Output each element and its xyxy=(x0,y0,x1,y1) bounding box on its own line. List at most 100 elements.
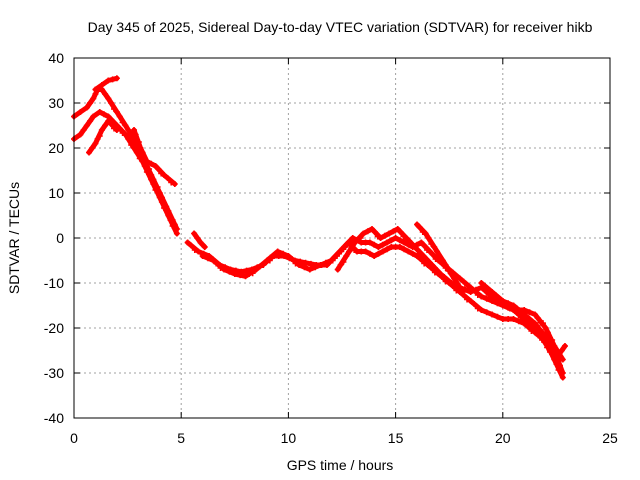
data-point xyxy=(442,262,449,268)
data-point xyxy=(360,230,367,237)
data-point xyxy=(526,309,533,316)
data-point xyxy=(386,230,393,237)
data-point xyxy=(210,257,217,264)
data-point xyxy=(113,109,120,115)
data-point xyxy=(102,91,109,97)
data-point xyxy=(108,121,115,127)
data-point xyxy=(561,343,568,349)
data-point xyxy=(86,149,93,156)
data-point xyxy=(439,257,446,264)
data-point xyxy=(506,305,513,312)
data-point xyxy=(489,289,496,295)
data-point xyxy=(379,248,386,255)
data-point xyxy=(90,95,97,102)
data-point xyxy=(546,347,553,354)
data-point xyxy=(96,133,103,139)
data-point xyxy=(531,311,538,318)
data-point xyxy=(131,145,138,151)
data-point xyxy=(371,253,378,259)
data-point xyxy=(474,305,481,312)
data-point xyxy=(524,319,531,325)
data-point xyxy=(534,323,541,330)
data-point xyxy=(371,241,378,248)
data-point xyxy=(243,267,250,274)
y-tick-label: -30 xyxy=(44,365,64,381)
data-point xyxy=(481,283,488,289)
data-point xyxy=(485,287,492,294)
y-tick-label: 30 xyxy=(48,95,64,111)
data-point xyxy=(390,228,397,235)
y-tick-label: 0 xyxy=(56,230,64,246)
data-point xyxy=(343,253,350,259)
data-point xyxy=(292,260,299,267)
data-point xyxy=(541,338,548,345)
data-point xyxy=(77,131,84,138)
data-point xyxy=(87,118,94,124)
data-point xyxy=(105,95,112,102)
data-point xyxy=(418,239,425,246)
y-axis-label: SDTVAR / TECUs xyxy=(6,182,22,294)
data-point xyxy=(105,77,112,84)
data-point xyxy=(448,271,455,277)
data-point xyxy=(119,119,126,126)
data-point xyxy=(154,188,161,195)
data-point xyxy=(366,250,373,257)
data-point xyxy=(464,296,471,303)
data-point xyxy=(375,244,382,250)
data-point xyxy=(421,242,428,249)
y-axis-ticks: 40 30 20 10 0 -10 -20 -30 -40 xyxy=(44,50,610,426)
data-point xyxy=(150,181,157,187)
data-point xyxy=(555,352,562,358)
data-point xyxy=(437,271,444,277)
data-point xyxy=(489,311,496,318)
data-point xyxy=(156,194,163,201)
x-tick-label: 0 xyxy=(70,430,78,446)
data-point xyxy=(421,260,428,267)
x-axis-ticks: 0 5 10 15 20 25 xyxy=(70,58,618,446)
data-point xyxy=(414,247,421,253)
data-point xyxy=(285,253,292,259)
data-point xyxy=(558,347,565,354)
data-point xyxy=(542,325,549,331)
series-trace-3 xyxy=(86,118,120,156)
data-point xyxy=(499,298,506,304)
data-point xyxy=(369,226,376,232)
data-point xyxy=(188,242,195,249)
data-point xyxy=(312,264,319,271)
data-point xyxy=(337,262,344,268)
data-point xyxy=(556,362,563,369)
data-point xyxy=(158,199,165,205)
data-point xyxy=(540,320,546,327)
data-point xyxy=(96,109,103,115)
data-point xyxy=(532,328,539,334)
data-point xyxy=(384,246,391,253)
x-tick-label: 15 xyxy=(388,430,404,446)
data-point xyxy=(456,275,463,282)
data-point xyxy=(416,224,423,231)
data-point xyxy=(499,316,506,322)
data-point xyxy=(375,250,382,257)
data-point xyxy=(302,259,309,266)
data-point xyxy=(89,145,96,151)
data-point xyxy=(371,229,378,235)
data-point xyxy=(317,262,324,268)
data-point xyxy=(171,224,178,231)
data-point xyxy=(184,239,191,246)
data-point xyxy=(296,262,303,268)
data-point xyxy=(242,273,249,280)
data-point xyxy=(514,310,521,316)
data-point xyxy=(431,244,438,250)
data-point xyxy=(131,127,138,133)
data-point xyxy=(83,104,90,111)
data-point xyxy=(280,250,287,257)
data-point xyxy=(146,170,153,177)
data-point xyxy=(101,111,108,118)
data-point xyxy=(328,257,335,264)
data-point xyxy=(483,309,490,316)
data-point xyxy=(125,127,132,133)
data-point xyxy=(113,75,120,82)
data-point xyxy=(132,131,139,138)
data-point xyxy=(87,100,94,106)
data-point xyxy=(137,145,144,151)
data-point xyxy=(377,235,384,241)
